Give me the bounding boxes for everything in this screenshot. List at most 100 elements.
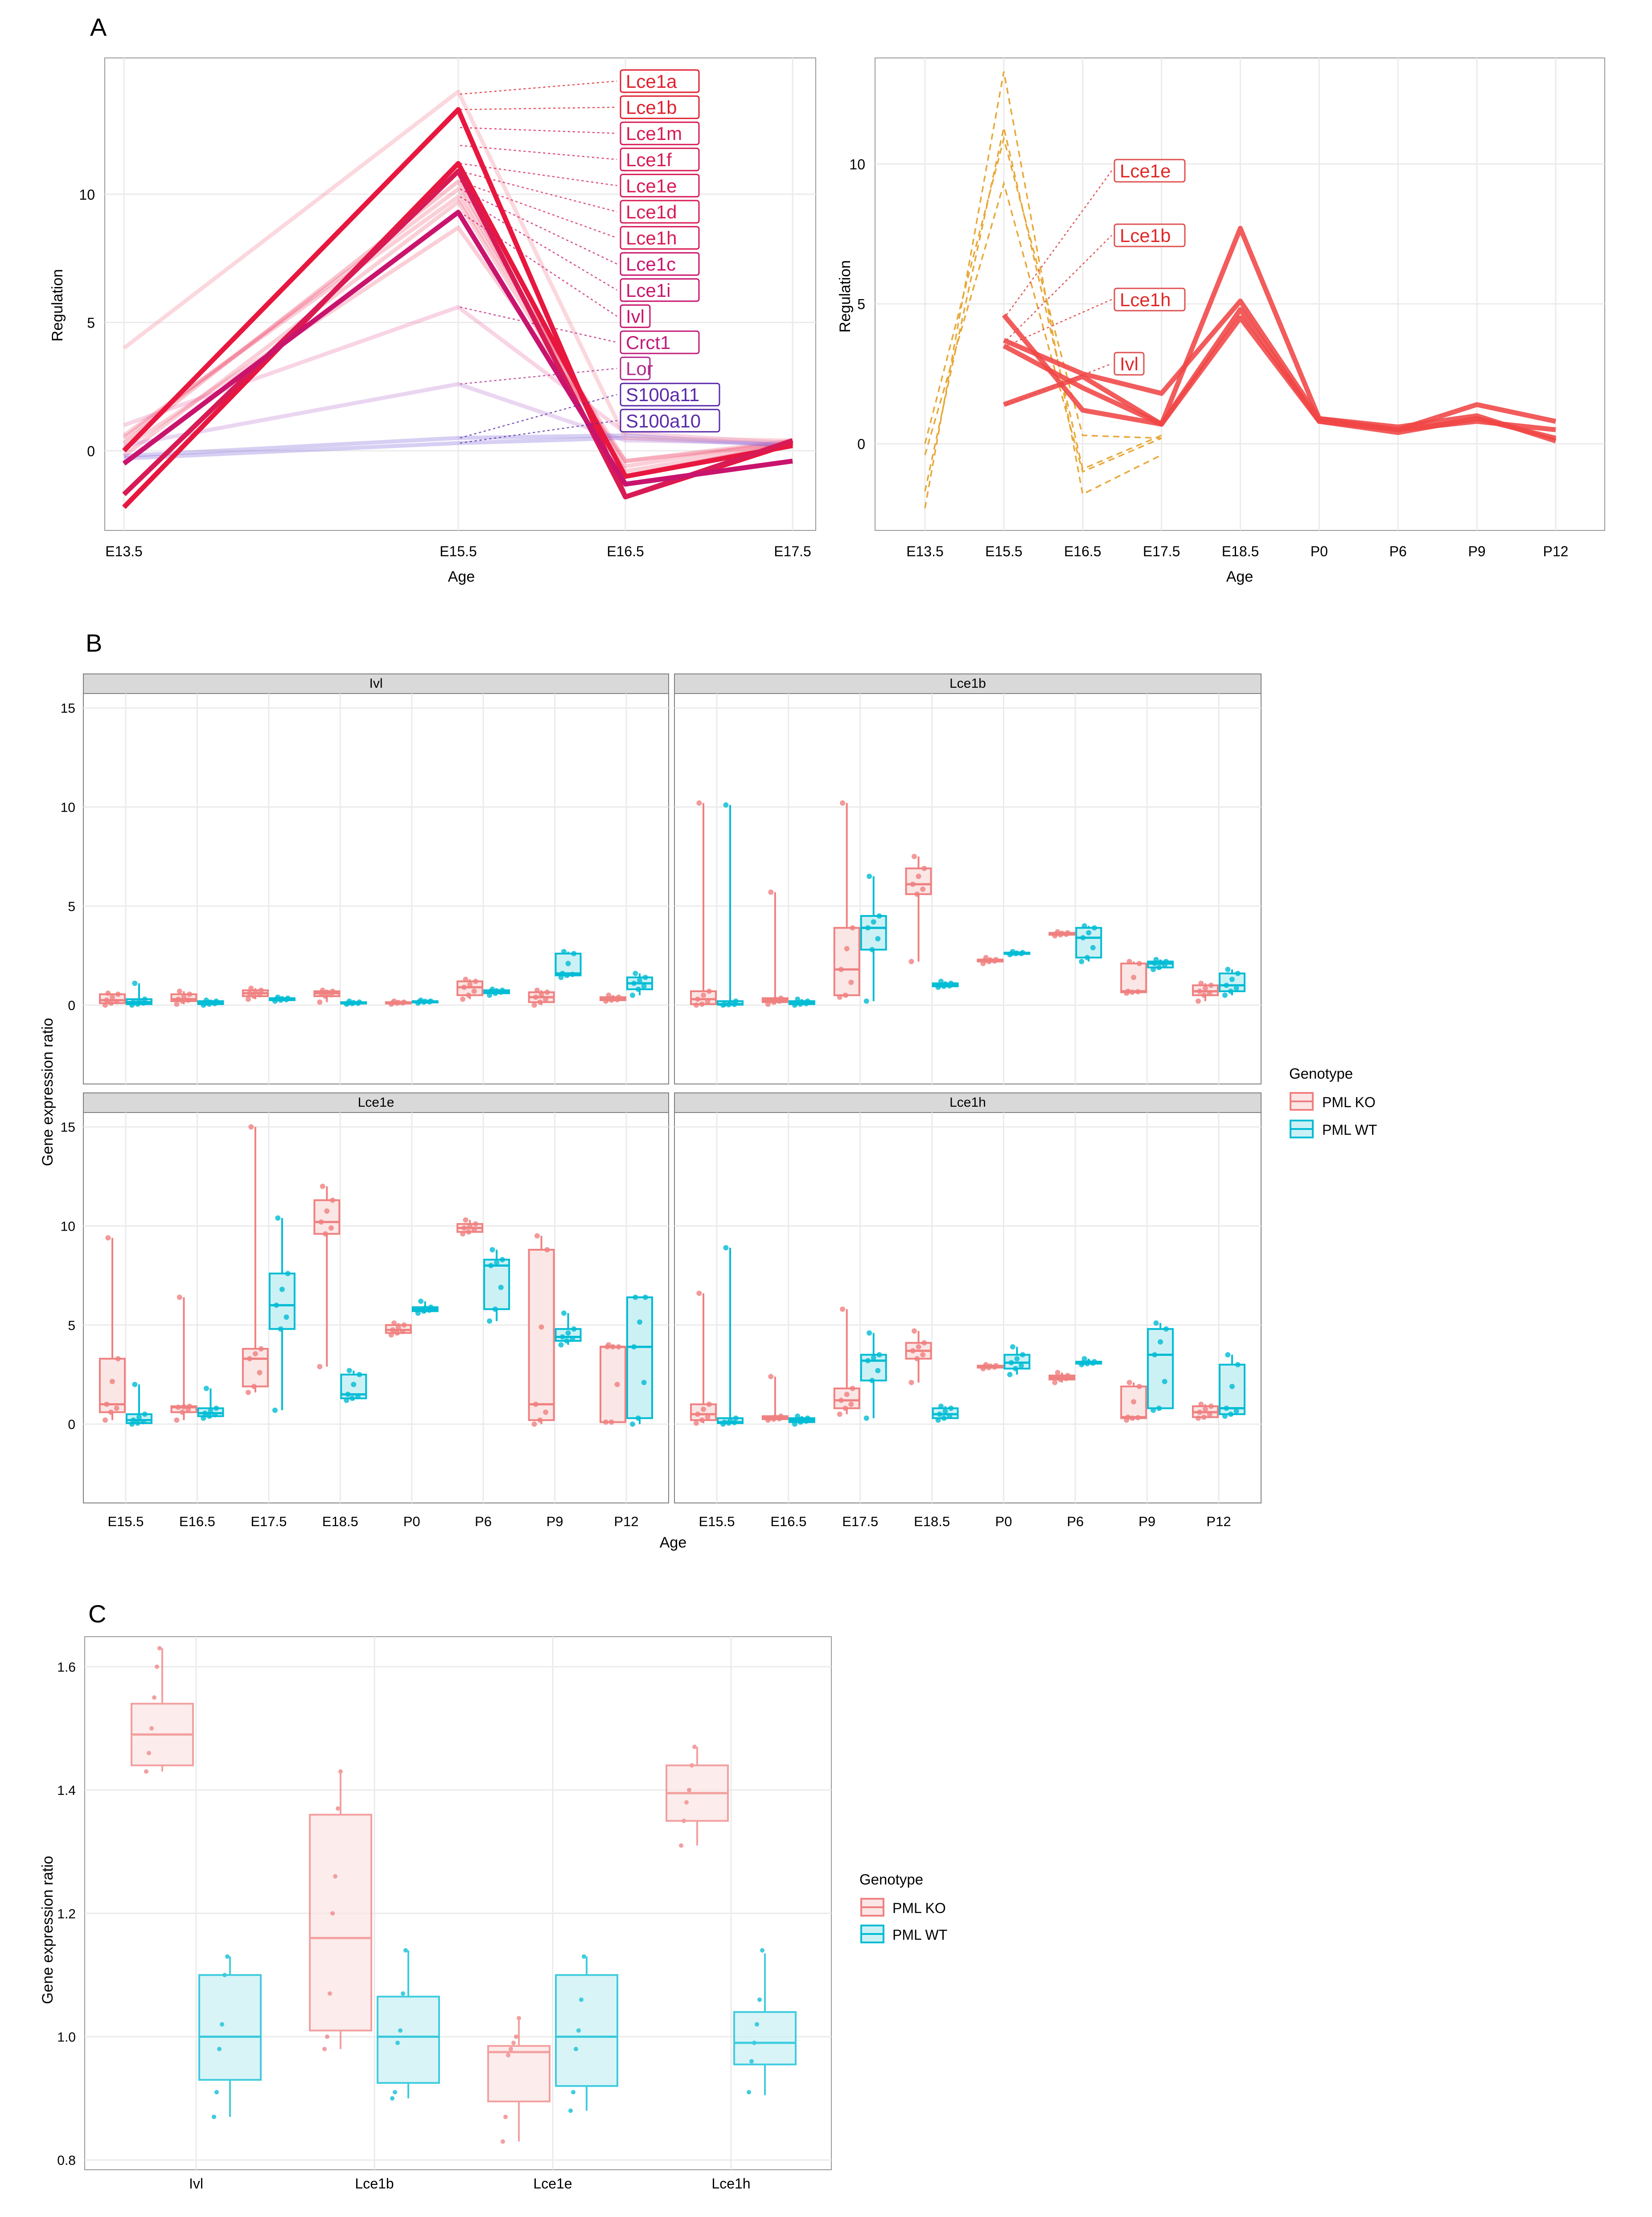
panel-b-data-point xyxy=(212,1412,218,1417)
panel-b-data-point xyxy=(391,1320,397,1326)
panel-b-data-point xyxy=(488,1263,494,1269)
panel-a2-label-text: Lce1h xyxy=(1120,289,1171,310)
panel-b-data-point xyxy=(838,1397,844,1403)
panel-b-data-point xyxy=(533,994,538,1000)
panel-b-data-point xyxy=(317,999,323,1005)
panel-b-data-point xyxy=(1013,1366,1019,1371)
panel-b-data-point xyxy=(104,1401,110,1407)
panel-c-x-tick-label: Ivl xyxy=(189,2176,203,2192)
panel-b-data-point xyxy=(993,1363,999,1368)
panel-b-data-point xyxy=(351,1382,357,1388)
panel-b-data-point xyxy=(418,1298,424,1304)
panel-b-data-point xyxy=(1196,1415,1201,1421)
panel-c-legend: Genotype PML KO PML WT xyxy=(859,1871,947,1943)
panel-a1-label-text: Lor xyxy=(626,358,653,379)
panel-b-x-axis-title: Age xyxy=(660,1534,687,1551)
panel-b-data-point xyxy=(987,957,993,963)
panel-b-data-point xyxy=(733,998,739,1004)
panel-b-data-point xyxy=(631,1344,637,1350)
panel-a1-x-axis-title: Age xyxy=(448,568,475,585)
panel-b-data-point xyxy=(694,1002,699,1008)
panel-c-box-body xyxy=(198,1974,262,2081)
panel-b-facet-frame xyxy=(83,693,669,1084)
panel-a1-label-box xyxy=(620,252,700,276)
panel-b-data-point xyxy=(251,994,257,999)
panel-b-data-point xyxy=(695,996,701,1002)
panel-b-data-point xyxy=(1222,1413,1228,1419)
panel-c-data-point xyxy=(333,1874,337,1879)
panel-c-box-body xyxy=(377,1995,440,2084)
panel-b-data-point xyxy=(349,1396,355,1401)
panel-b-box-wt xyxy=(788,1413,815,1427)
panel-a1-label-text: Lce1d xyxy=(626,201,677,222)
panel-b-box-wt xyxy=(483,986,510,998)
panel-c-x-tick-label: Lce1e xyxy=(533,2176,572,2192)
panel-b-data-point xyxy=(245,1389,251,1395)
panel-a2-x-tick-label: P6 xyxy=(1389,543,1407,559)
panel-b-data-point xyxy=(181,1404,187,1410)
panel-c-box-body xyxy=(487,2045,551,2102)
panel-b-data-point xyxy=(908,959,914,965)
legend-b-key-ko xyxy=(1290,1092,1314,1111)
panel-a1-label-text: Lce1i xyxy=(626,280,670,301)
panel-b-data-point xyxy=(1131,1399,1137,1405)
panel-b-data-point xyxy=(699,1001,705,1007)
panel-c-data-point xyxy=(220,2022,224,2027)
panel-b-data-point xyxy=(180,998,185,1004)
panel-b-data-point xyxy=(181,994,187,1000)
panel-a2-series-line-ivl xyxy=(1003,315,1557,441)
panel-b-box-ko xyxy=(313,987,341,1005)
panel-b-data-point xyxy=(1020,950,1026,956)
panel-c-data-point xyxy=(338,1769,343,1774)
panel-b-data-point xyxy=(1235,1362,1241,1367)
legend-b-label-ko: PML KO xyxy=(1322,1094,1376,1110)
panel-b-data-point xyxy=(391,998,397,1004)
panel-b-data-point xyxy=(733,1415,739,1421)
panel-b-box-wt xyxy=(860,874,887,1004)
panel-b-data-point xyxy=(401,999,407,1005)
panel-b-data-point xyxy=(561,1310,567,1316)
panel-b-data-point xyxy=(1228,988,1233,994)
panel-b-data-point xyxy=(320,987,325,993)
panel-b-data-point xyxy=(875,1368,881,1374)
panel-b-data-point xyxy=(1228,1411,1233,1417)
panel-a1-label-text: Ivl xyxy=(626,306,645,327)
panel-b-data-point xyxy=(799,1416,805,1422)
panel-b-box-ko xyxy=(313,1183,341,1370)
panel-c-data-point xyxy=(747,2090,751,2094)
panel-b-data-point xyxy=(1201,1414,1207,1420)
panel-b-facet-lce1e: Lce1e 0 5 10 15 E15.5 E16.5 E17.5 E18.5 P0 P6 P9 P12 xyxy=(61,1092,669,1529)
panel-b-data-point xyxy=(637,1319,642,1325)
panel-b-box-ko xyxy=(600,1342,626,1425)
panel-b-data-point xyxy=(324,1208,330,1214)
panel-b-data-point xyxy=(1131,974,1137,980)
panel-b-data-point xyxy=(1224,982,1229,988)
panel-b-data-point xyxy=(1125,988,1131,994)
panel-b-data-point xyxy=(1129,1415,1135,1421)
panel-b-data-point xyxy=(706,1401,712,1407)
panel-b-data-point xyxy=(531,1421,537,1427)
panel-c-data-point xyxy=(501,2139,505,2144)
panel-b-box-ko xyxy=(1120,1379,1147,1423)
panel-b-data-point xyxy=(840,800,846,806)
panel-b-data-point xyxy=(561,949,567,955)
panel-b-data-point xyxy=(114,1405,119,1411)
panel-a1-label-leader xyxy=(460,420,617,444)
panel-b-box-wt xyxy=(268,994,296,1004)
panel-b-data-point xyxy=(641,1379,647,1385)
panel-b-data-point xyxy=(344,1397,349,1403)
panel-b-data-point xyxy=(705,1414,711,1420)
panel-b-x-tick-label: E18.5 xyxy=(914,1514,950,1529)
panel-b-data-point xyxy=(1014,1356,1020,1362)
panel-b-data-point xyxy=(837,994,842,1000)
panel-b-data-point xyxy=(778,1413,784,1419)
panel-a2-dashed-line-lce1e xyxy=(924,71,1162,509)
panel-b-box-ko xyxy=(99,1235,126,1423)
panel-a2-x-tick-label: E13.5 xyxy=(906,543,944,559)
panel-b-data-point xyxy=(473,978,478,984)
panel-b-facet-title: Lce1h xyxy=(949,1095,986,1110)
panel-c-data-point xyxy=(755,2022,759,2027)
panel-a1-label-text: Lce1a xyxy=(626,71,677,92)
panel-b-data-point xyxy=(910,1348,916,1354)
panel-b-data-point xyxy=(131,999,136,1005)
